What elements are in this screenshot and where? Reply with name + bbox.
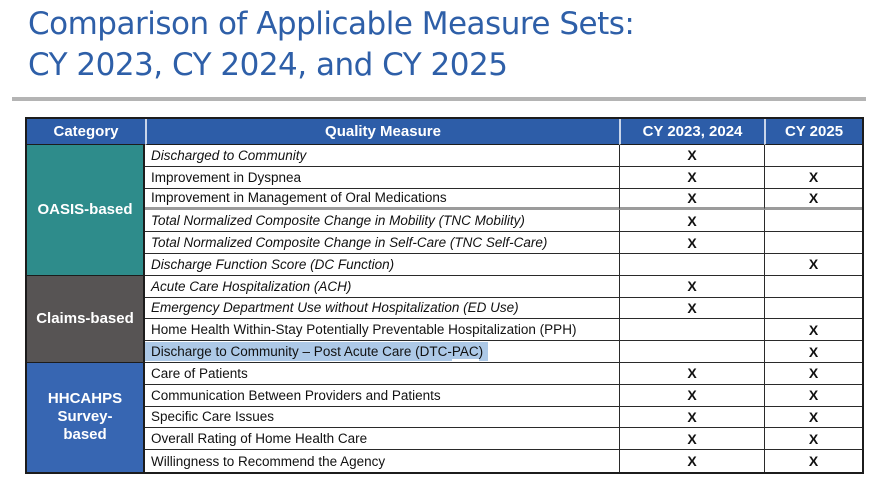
measure-cell: Specific Care Issues	[145, 407, 619, 429]
cy2023-2024-cell: X	[619, 166, 764, 189]
measure-cell: Communication Between Providers and Pati…	[145, 385, 619, 407]
measure-cell: Emergency Department Use without Hospita…	[145, 298, 619, 320]
measure-text-underlined: PAC	[451, 344, 479, 362]
cy2025-cell	[764, 210, 862, 233]
measure-cell: Discharged to Community	[145, 145, 619, 167]
cy2023-2024-cell: X	[619, 384, 764, 407]
cy2023-2024-cell: X	[619, 406, 764, 429]
cy2025-cell: X	[764, 188, 862, 211]
cy2023-2024-cell: X	[619, 210, 764, 233]
measure-cell: Care of Patients	[145, 363, 619, 385]
cy2023-2024-cell: X	[619, 428, 764, 451]
page-title: Comparison of Applicable Measure Sets: C…	[28, 4, 635, 86]
category-cell-hhcahps-survey-based: HHCAHPS Survey-based	[27, 362, 145, 472]
cy2023-2024-cell	[619, 341, 764, 363]
measure-cell: Total Normalized Composite Change in Sel…	[145, 232, 619, 254]
cy2023-2024-cell	[619, 319, 764, 342]
measure-cell: Home Health Within-Stay Potentially Prev…	[145, 319, 619, 342]
category-cell-oasis-based: OASIS-based	[27, 145, 145, 276]
measure-comparison-table: Category Quality Measure CY 2023, 2024 C…	[25, 117, 864, 474]
column-header-cy-2023-2024: CY 2023, 2024	[619, 119, 764, 145]
cy2025-cell: X	[764, 428, 862, 451]
measure-text-post: )	[478, 344, 484, 360]
page-title-line1: Comparison of Applicable Measure Sets:	[28, 6, 635, 42]
cy2025-cell	[764, 145, 862, 167]
column-header-cy-2025: CY 2025	[764, 119, 862, 145]
measure-cell: Improvement in Dyspnea	[145, 167, 619, 189]
cy2023-2024-cell: X	[619, 275, 764, 298]
column-header-category: Category	[27, 119, 145, 145]
cy2023-2024-cell: X	[619, 450, 764, 472]
cy2025-cell: X	[764, 253, 862, 276]
cy2025-cell: X	[764, 384, 862, 407]
cy2025-cell: X	[764, 450, 862, 472]
measure-cell-highlighted: Discharge to Community – Post Acute Care…	[145, 341, 619, 363]
cy2025-cell	[764, 275, 862, 298]
column-header-quality-measure: Quality Measure	[145, 119, 619, 145]
cy2025-cell: X	[764, 166, 862, 189]
cy2023-2024-cell: X	[619, 188, 764, 211]
measure-cell: Overall Rating of Home Health Care	[145, 428, 619, 451]
cy2023-2024-cell	[619, 253, 764, 276]
title-divider-rule	[12, 97, 866, 101]
cy2025-cell	[764, 232, 862, 254]
page-title-line2: CY 2023, CY 2024, and CY 2025	[28, 47, 508, 83]
measure-cell: Improvement in Management of Oral Medica…	[145, 189, 619, 211]
measure-cell: Acute Care Hospitalization (ACH)	[145, 276, 619, 298]
measure-cell: Total Normalized Composite Change in Mob…	[145, 210, 619, 233]
cy2023-2024-cell: X	[619, 232, 764, 254]
measure-cell: Discharge Function Score (DC Function)	[145, 254, 619, 276]
cy2023-2024-cell: X	[619, 145, 764, 167]
cy2023-2024-cell: X	[619, 297, 764, 320]
category-cell-claims-based: Claims-based	[27, 275, 145, 363]
cy2025-cell: X	[764, 362, 862, 385]
cy2025-cell: X	[764, 406, 862, 429]
cy2025-cell	[764, 297, 862, 320]
selection-highlight: Discharge to Community – Post Acute Care…	[145, 342, 489, 362]
measure-cell: Willingness to Recommend the Agency	[151, 453, 386, 469]
cy2023-2024-cell: X	[619, 362, 764, 385]
cy2025-cell: X	[764, 341, 862, 363]
measure-text-pre: Discharge to Community – Post Acute Care…	[151, 344, 452, 360]
cy2025-cell: X	[764, 319, 862, 342]
